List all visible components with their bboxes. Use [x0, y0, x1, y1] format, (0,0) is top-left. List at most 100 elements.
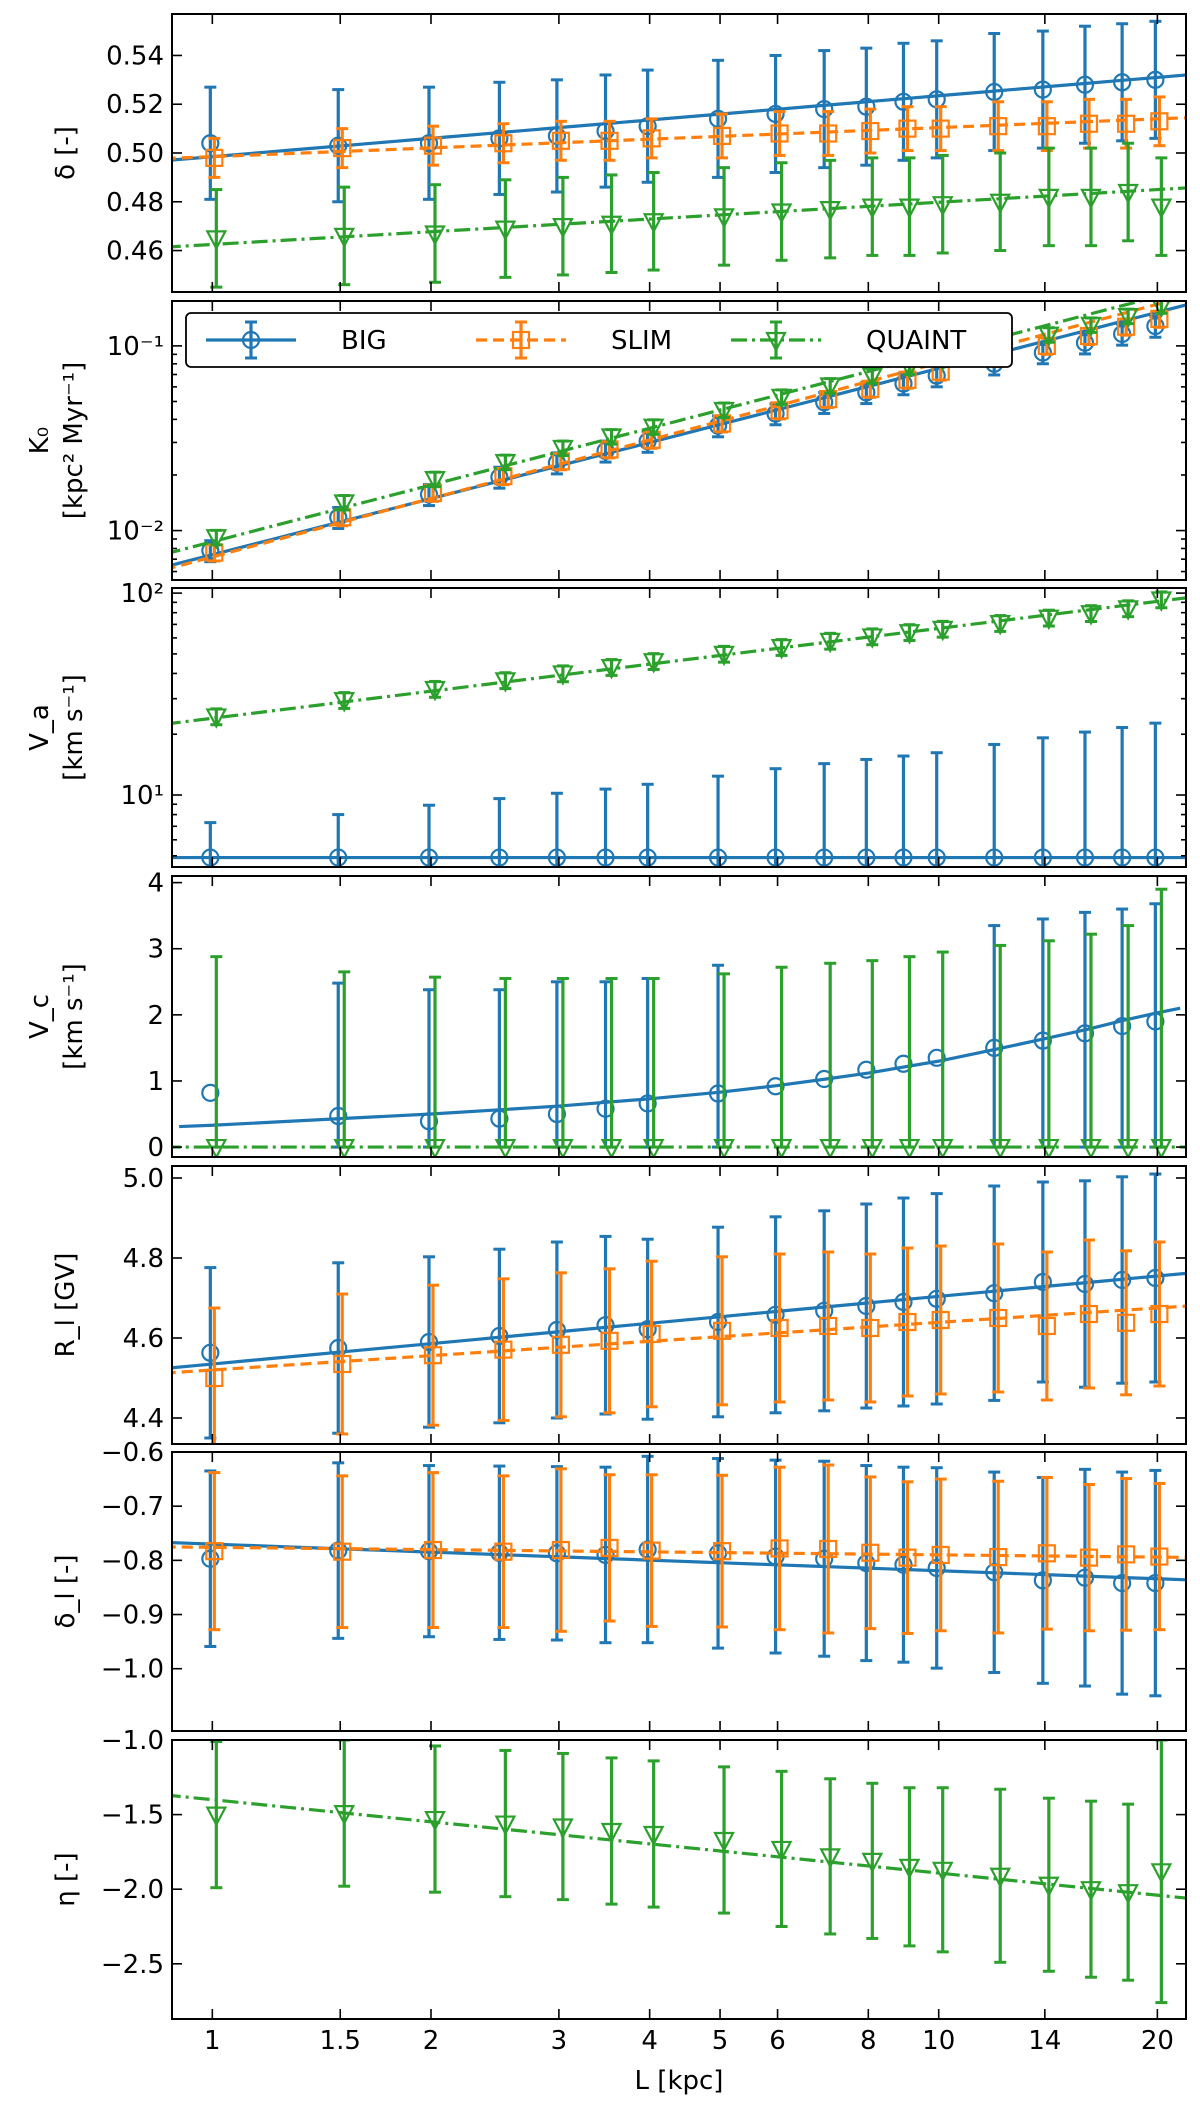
series-slim [172, 1463, 1186, 1635]
point-quaint-10 [861, 198, 884, 220]
y-tick-label-1: 4.6 [123, 1324, 164, 1354]
point-quaint-12 [931, 620, 954, 642]
point-big-15 [1075, 1274, 1095, 1294]
point-slim-0 [205, 1542, 224, 1561]
fit-line-big [172, 73, 1186, 162]
point-big-9 [815, 1069, 834, 1089]
fit-line-quaint [172, 1793, 1186, 1900]
plot-area-delta [172, 19, 1186, 289]
plot-area-Vc [172, 887, 1186, 1157]
point-slim-0 [205, 148, 224, 167]
point-slim-15 [1079, 1304, 1099, 1324]
point-quaint-14 [1038, 1876, 1060, 1898]
point-quaint-1 [333, 227, 356, 249]
point-big-10 [857, 1296, 876, 1316]
point-slim-7 [712, 1542, 732, 1561]
point-slim-11 [898, 119, 917, 138]
fit-line-quaint [172, 186, 1186, 249]
point-big-14 [1033, 343, 1052, 362]
y-tick-label-2: 0.50 [106, 139, 164, 169]
point-quaint-13 [989, 1138, 1012, 1157]
plot-area-Rl [172, 1172, 1186, 1444]
point-quaint-12 [931, 1861, 954, 1883]
point-quaint-10 [861, 367, 884, 389]
point-slim-13 [989, 1308, 1008, 1328]
point-big-17 [1146, 1574, 1165, 1593]
point-slim-11 [898, 1548, 917, 1567]
point-big-4 [547, 1104, 566, 1124]
x-tick-label-7: 8 [860, 2026, 877, 2056]
panel-Rl: 4.4 4.6 4.8 5.0 R_l [GV] [51, 1164, 1187, 1445]
point-slim-10 [861, 121, 880, 141]
point-slim-3 [494, 1340, 513, 1359]
point-slim-9 [819, 1539, 838, 1559]
point-quaint-16 [1117, 1884, 1139, 1905]
y-tick-label-0: 10⁻² [107, 517, 164, 547]
point-quaint-0 [205, 708, 228, 729]
point-quaint-15 [1080, 605, 1102, 626]
point-slim-14 [1037, 1544, 1056, 1563]
panel-eta: −2.5 −2.0 −1.5 −1.0 η [-] 1 1.5 2 3 4 5 6 8 10 14 20 L [… [51, 1726, 1187, 2096]
y-axis-label-Va-0: V_a [25, 704, 55, 751]
x-tick-label-6: 6 [769, 2026, 786, 2056]
y-tick-label-0: −2.5 [101, 1950, 164, 1980]
y-tick-label-3: −1.0 [101, 1726, 164, 1756]
point-big-16 [1113, 1574, 1132, 1593]
y-tick-label-2: −1.5 [101, 1801, 164, 1831]
point-big-17 [1146, 1012, 1165, 1031]
point-quaint-12 [931, 196, 954, 217]
x-tick-label-9: 14 [1028, 2026, 1061, 2056]
point-slim-14 [1037, 1316, 1056, 1336]
series-big [179, 902, 1181, 1149]
legend-label-slim: SLIM [611, 326, 672, 356]
y-tick-label-0: 10¹ [120, 781, 164, 811]
point-slim-11 [898, 1312, 917, 1332]
point-slim-2 [423, 136, 443, 155]
point-quaint-11 [898, 1858, 921, 1880]
y-axis-label-deltal-0: δ_l [-] [51, 1554, 81, 1628]
point-slim-5 [600, 131, 619, 150]
point-quaint-16 [1117, 1138, 1139, 1157]
y-tick-label-3: −0.7 [101, 1492, 164, 1522]
x-tick-label-5: 5 [712, 2026, 729, 2056]
point-slim-3 [494, 1542, 513, 1561]
point-quaint-16 [1117, 183, 1139, 205]
axes-frame-Va [171, 587, 1187, 868]
point-quaint-5 [600, 428, 623, 449]
point-big-3 [490, 1326, 509, 1346]
point-big-4 [547, 1320, 566, 1340]
x-tick-label-3: 3 [551, 2026, 568, 2056]
point-slim-15 [1079, 1548, 1099, 1567]
point-big-5 [596, 1099, 615, 1118]
point-slim-2 [423, 1346, 443, 1365]
point-big-14 [1033, 848, 1052, 867]
point-quaint-3 [494, 220, 517, 241]
point-quaint-1 [333, 1805, 356, 1826]
series-big [172, 1454, 1186, 1698]
point-big-11 [894, 1292, 913, 1312]
axes-frame-K0 [171, 300, 1187, 581]
point-big-13 [985, 1038, 1004, 1058]
point-slim-4 [551, 1335, 570, 1354]
point-big-8 [766, 848, 785, 867]
point-big-2 [419, 1332, 439, 1352]
point-big-10 [857, 1060, 876, 1079]
y-tick-label-4: −0.6 [101, 1438, 164, 1468]
point-slim-15 [1079, 114, 1099, 133]
x-tick-label-2: 2 [423, 2026, 440, 2056]
x-tick-label-4: 4 [641, 2026, 658, 2056]
x-axis-label: L [kpc] [635, 2066, 724, 2096]
point-quaint-6 [642, 213, 665, 234]
point-quaint-5 [600, 1822, 623, 1844]
point-big-0 [201, 134, 220, 153]
point-big-10 [857, 848, 876, 867]
fit-line-slim [172, 116, 1186, 160]
point-slim-1 [333, 1354, 352, 1374]
point-big-5 [596, 121, 615, 141]
point-slim-3 [494, 134, 513, 153]
point-big-1 [329, 136, 348, 155]
point-big-13 [985, 82, 1004, 102]
point-quaint-14 [1038, 326, 1060, 348]
point-big-2 [419, 1112, 439, 1131]
